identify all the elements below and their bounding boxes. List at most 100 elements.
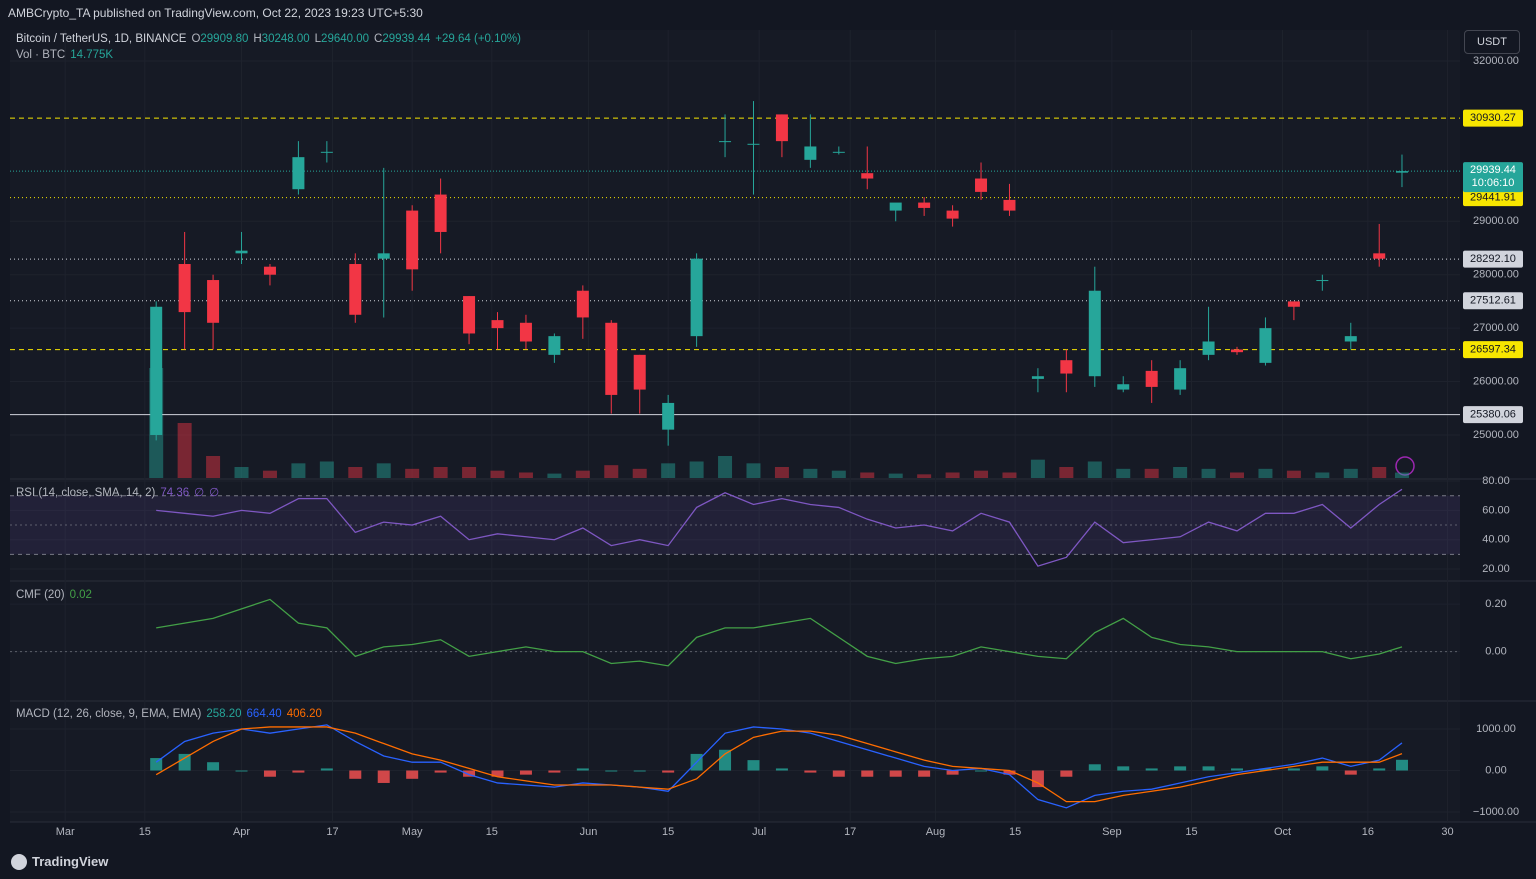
candle-body [1060,360,1073,374]
volume-bar [1258,468,1273,478]
volume-bar [376,463,391,478]
volume-title: Vol · BTC [16,49,66,61]
volume-bar [575,470,590,478]
legend-value: ∅ [209,487,220,499]
x-tick-label: Aug [926,826,946,838]
candle-body [434,194,447,232]
histogram-bar [775,768,788,771]
candle-body [292,157,305,190]
legend-value: 258.20 [206,708,242,720]
y-tick-label: 26000.00 [1473,375,1519,387]
volume-bar [1343,468,1358,478]
candle-body [377,253,390,259]
volume-bar [206,456,221,478]
candle-body [633,354,646,390]
candle-body [1344,336,1357,342]
histogram-bar [975,770,988,772]
histogram-bar [918,770,931,777]
histogram-bar [1031,770,1044,788]
legend-value: 0.02 [69,589,92,601]
published-note: AMBCrypto_TA published on TradingView.co… [8,6,423,20]
candle-body [320,151,333,153]
candle-body [1287,301,1300,307]
histogram-bar [1395,759,1408,771]
indicator-line [155,724,1403,809]
y-tick-label: 60.00 [1482,504,1510,516]
candle-body [519,322,532,342]
candle-body [1145,370,1158,387]
x-tick-label: May [402,826,423,838]
candle-body [719,141,732,143]
volume-bar [1230,472,1245,478]
candle-body [548,336,561,355]
histogram-bar [1202,766,1215,771]
histogram-bar [207,762,220,771]
volume-bar [860,472,875,478]
candle-body [150,306,163,435]
volume-bar [803,468,818,478]
volume-bar [1173,467,1188,478]
countdown: 10:06:10 [1472,177,1515,189]
candle-body [1395,171,1408,173]
alert-icon[interactable] [1395,456,1415,476]
candle-body [918,202,931,208]
legend-key: O [191,33,201,45]
pane-title: MACD (12, 26, close, 9, EMA, EMA) [16,708,202,720]
candle-body [463,296,476,334]
pane-legend: MACD (12, 26, close, 9, EMA, EMA) 258.20 6… [16,708,327,720]
candle-body [662,402,675,430]
x-tick-label: 30 [1441,826,1453,838]
level-label: 25380.06 [1470,409,1516,421]
level-tag [1463,250,1523,268]
volume-bar [405,468,420,478]
candle-body [889,202,902,211]
candle-body [1088,290,1101,377]
x-tick-label: 15 [139,826,151,838]
x-tick-label: 16 [1362,826,1374,838]
brand: TradingView [32,854,109,869]
legend-value: 30248.00 [261,33,310,45]
candle-body [1231,349,1244,353]
candle-body [207,280,220,323]
level-tag [1463,189,1523,207]
level-tag [1463,109,1523,127]
currency-button[interactable]: USDT [1464,30,1520,54]
volume-bar [234,467,249,478]
histogram-bar [1373,768,1386,771]
volume-bar [1201,468,1216,478]
y-tick-label: 0.00 [1485,764,1506,776]
volume-bar [1315,472,1330,478]
x-tick-label: 15 [1185,826,1197,838]
histogram-bar [1259,768,1272,771]
histogram-bar [463,770,476,777]
legend-value: 29939.44 [382,33,431,45]
histogram-bar [519,770,532,775]
histogram-bar [491,770,504,777]
candle-body [576,290,589,318]
volume-bar [1144,468,1159,478]
candle-body [690,258,703,337]
volume-bar [888,473,903,478]
legend-value: ∅ [194,487,205,499]
candle-body [349,264,362,315]
x-tick-label: Jul [752,826,766,838]
volume-bar [718,456,733,478]
volume-bar [433,467,448,478]
histogram-bar [235,770,248,772]
volume-bar [917,474,932,478]
y-tick-label: 0.00 [1485,646,1506,658]
y-tick-label: 80.00 [1482,475,1510,487]
histogram-bar [150,758,163,771]
volume-bar [1030,459,1045,478]
legend-key: L [314,33,322,45]
pane-legend: Bitcoin / TetherUS, 1D, BINANCE O29909.80… [16,33,526,45]
level-tag [1463,292,1523,310]
candle-body [975,178,988,192]
pane-legend: CMF (20) 0.02 [16,589,97,601]
histogram-bar [1231,768,1244,771]
volume-bar [177,423,192,478]
histogram-bar [861,770,874,777]
candle-body [747,143,760,145]
last-price-tag [1463,162,1523,193]
